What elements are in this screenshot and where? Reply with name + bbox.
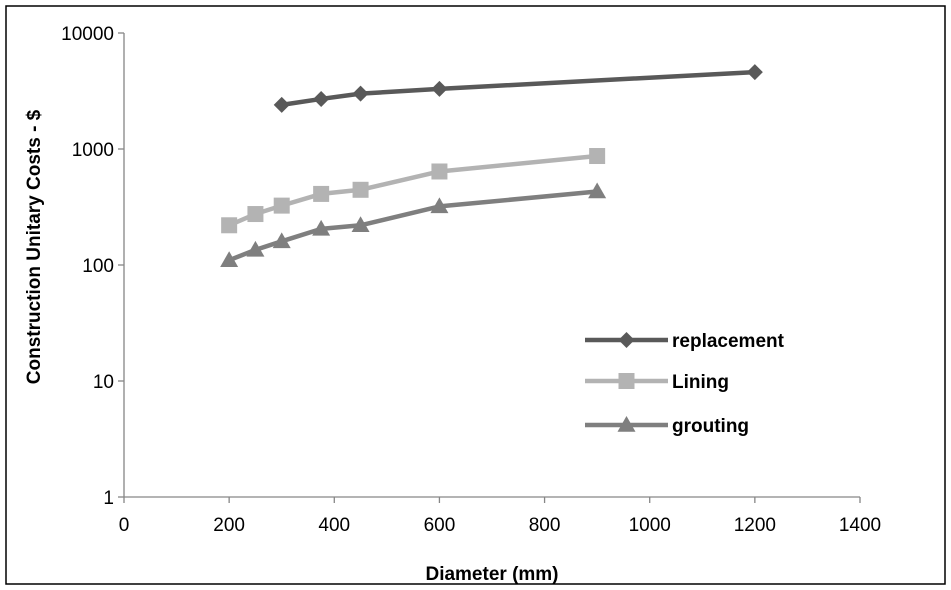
legend-item-lining: Lining: [585, 372, 729, 393]
legend-marker: [617, 416, 636, 432]
x-tick-label: 1400: [839, 515, 881, 536]
x-tick-label: 1000: [629, 515, 671, 536]
data-point: [220, 251, 239, 267]
data-point: [312, 219, 331, 236]
data-point: [246, 240, 265, 257]
legend-item-replacement: replacement: [585, 331, 785, 352]
x-tick-label: 200: [213, 515, 245, 536]
x-tick-label: 800: [529, 515, 561, 536]
data-point: [430, 197, 449, 214]
x-tick-label: 600: [424, 515, 456, 536]
legend: replacement Lining grouting: [585, 331, 785, 437]
data-point: [273, 96, 290, 113]
data-point: [247, 206, 264, 223]
data-point: [431, 163, 448, 180]
data-point: [351, 216, 370, 233]
data-point: [352, 85, 369, 102]
data-point: [431, 80, 448, 97]
data-point: [589, 148, 606, 165]
y-axis-title: Construction Unitary Costs - $: [24, 109, 45, 384]
data-point: [313, 90, 330, 107]
data-point: [221, 217, 238, 234]
data-point: [352, 181, 369, 198]
data-point: [588, 182, 607, 199]
y-tick-label: 1: [103, 488, 114, 509]
legend-label: replacement: [672, 331, 785, 352]
data-point: [272, 232, 291, 249]
data-point: [313, 185, 330, 202]
series-replacement: [273, 64, 763, 113]
x-axis-title: Diameter (mm): [425, 564, 558, 585]
y-tick-label: 10: [93, 372, 114, 393]
y-tick-label: 100: [82, 256, 114, 277]
y-tick-label: 10000: [61, 24, 114, 45]
series-grouting: [220, 182, 607, 267]
chart-border: [5, 5, 946, 585]
legend-label: grouting: [672, 416, 749, 437]
data-point: [273, 197, 290, 214]
series-lining: [221, 148, 606, 234]
axes: 1 10 100 1000 10000 0 200 400 600 800 1000 1200 1400: [61, 24, 881, 536]
y-tick-label: 1000: [72, 140, 114, 161]
x-tick-label: 1200: [734, 515, 776, 536]
legend-item-grouting: grouting: [585, 416, 749, 437]
x-tick-label: 0: [119, 515, 130, 536]
legend-marker: [618, 332, 635, 348]
legend-marker: [618, 373, 635, 389]
series-layer: [220, 64, 763, 267]
x-tick-label: 400: [318, 515, 350, 536]
data-point: [746, 64, 763, 81]
legend-label: Lining: [672, 372, 729, 393]
